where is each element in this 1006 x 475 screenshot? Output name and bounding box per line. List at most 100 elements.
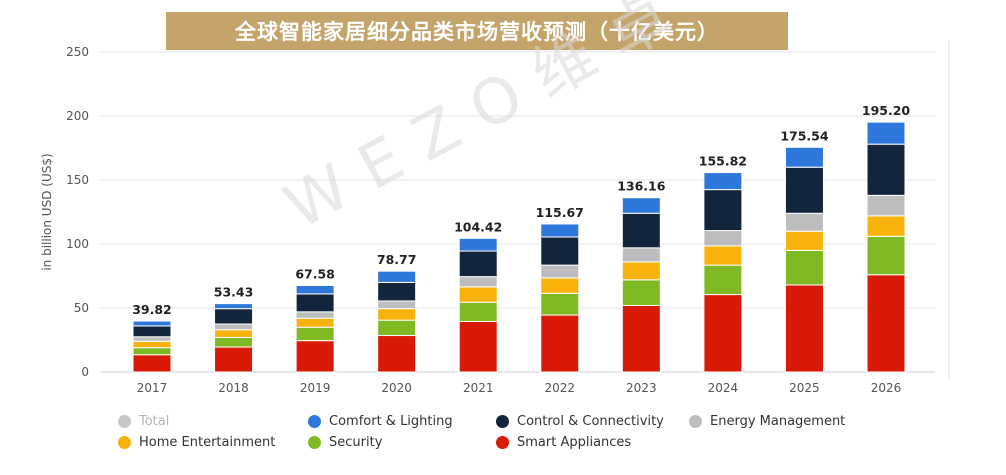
y-tick-label: 50	[74, 301, 89, 315]
bar-segment	[621, 247, 661, 263]
legend-item-comfort-lighting[interactable]: Comfort & Lighting	[308, 414, 453, 429]
x-axis-ticks: 2017 2018 2019 2020 2021 2022 2023 2024 2025 2026	[137, 381, 902, 395]
x-tick-label: 2021	[463, 381, 494, 395]
bar-segment	[377, 270, 417, 283]
right-edge-divider	[948, 40, 950, 380]
total-value-label: 67.58	[295, 266, 335, 281]
bar-segment	[458, 276, 498, 288]
bar-segment	[377, 319, 417, 337]
bar-segment	[214, 329, 254, 338]
bar-segment	[377, 335, 417, 373]
legend-item-energy-management[interactable]: Energy Management	[689, 414, 845, 429]
x-tick-label: 2018	[218, 381, 249, 395]
bar-segment	[540, 264, 580, 279]
bar-segment	[540, 223, 580, 238]
legend-label: Total	[139, 414, 170, 429]
legend-swatch-icon	[118, 415, 131, 428]
y-axis-title: in billion USD (US$)	[40, 153, 54, 270]
bar-segment	[703, 172, 743, 191]
bar-segment	[621, 279, 661, 306]
bar-segment	[377, 300, 417, 310]
x-tick-label: 2026	[871, 381, 902, 395]
bar-segment	[132, 320, 172, 327]
bar-segment	[132, 336, 172, 342]
bar-segment	[214, 323, 254, 331]
bar-segment	[866, 143, 906, 196]
y-tick-label: 150	[66, 173, 89, 187]
y-tick-label: 100	[66, 237, 89, 251]
total-value-label: 78.77	[377, 252, 417, 267]
chart-title: 全球智能家居细分品类市场营收预测（十亿美元）	[235, 20, 719, 44]
bar-segment	[214, 308, 254, 325]
legend-item-security[interactable]: Security	[308, 435, 382, 450]
bar-segment	[540, 277, 580, 294]
bar-segment	[866, 215, 906, 237]
bar-segment	[784, 146, 824, 168]
legend-item-control-connectivity[interactable]: Control & Connectivity	[496, 414, 664, 429]
bar-segment	[703, 294, 743, 373]
legend-label: Home Entertainment	[139, 435, 276, 450]
bar-segment	[784, 166, 824, 214]
total-value-label: 136.16	[617, 179, 666, 194]
total-value-label: 104.42	[454, 219, 502, 234]
bar-segment	[866, 121, 906, 145]
bar-segment	[621, 197, 661, 214]
bars	[132, 121, 906, 373]
total-value-label: 195.20	[862, 103, 911, 118]
x-tick-label: 2017	[137, 381, 168, 395]
legend-label: Energy Management	[710, 414, 846, 429]
legend-label: Control & Connectivity	[517, 414, 664, 429]
bar-segment	[132, 325, 172, 338]
total-value-label: 175.54	[780, 128, 829, 143]
x-tick-label: 2025	[789, 381, 820, 395]
legend-item-home-entertainment[interactable]: Home Entertainment	[118, 435, 275, 450]
total-value-label: 115.67	[536, 205, 584, 220]
bar-segment	[458, 237, 498, 252]
bar-segment	[132, 354, 172, 373]
bar-segment	[784, 212, 824, 232]
bar-segment	[866, 235, 906, 276]
bar-segment	[703, 245, 743, 266]
x-tick-label: 2023	[626, 381, 657, 395]
bar-segment	[621, 261, 661, 281]
bar-segment	[295, 317, 335, 328]
bar-segment	[132, 347, 172, 356]
bar-segment	[540, 292, 580, 316]
bar-segment	[540, 314, 580, 373]
bar-segment	[295, 326, 335, 342]
total-value-label: 155.82	[699, 154, 747, 169]
bar-segment	[703, 230, 743, 247]
y-tick-label: 250	[66, 45, 89, 59]
stacked-bar-chart: 0 50 100 150 200 250 in billion USD (US$) 39.…	[40, 0, 935, 395]
bar-segment	[458, 250, 498, 278]
bar-segment	[214, 346, 254, 373]
legend-swatch-icon	[496, 415, 509, 428]
legend-swatch-icon	[118, 436, 131, 449]
total-labels: 39.82 53.43 67.58 78.77 104.42 115.67 136.16 15…	[132, 103, 910, 317]
total-value-label: 39.82	[132, 302, 172, 317]
bar-segment	[458, 320, 498, 373]
legend-swatch-icon	[496, 436, 509, 449]
bar-segment	[377, 308, 417, 321]
x-tick-label: 2024	[708, 381, 739, 395]
x-tick-label: 2020	[381, 381, 412, 395]
bar-segment	[132, 340, 172, 349]
legend-label: Smart Appliances	[517, 435, 632, 450]
legend-item-smart-appliances[interactable]: Smart Appliances	[496, 435, 631, 450]
x-tick-label: 2019	[300, 381, 331, 395]
legend-item-total[interactable]: Total	[118, 414, 169, 429]
bar-segment	[784, 230, 824, 251]
bar-segment	[621, 304, 661, 373]
legend-label: Security	[329, 435, 383, 450]
x-tick-label: 2022	[545, 381, 576, 395]
y-axis-ticks: 0 50 100 150 200 250	[66, 45, 89, 379]
bar-segment	[540, 236, 580, 266]
chart-title-banner: 全球智能家居细分品类市场营收预测（十亿美元）	[166, 12, 788, 50]
bar-segment	[295, 340, 335, 373]
y-tick-label: 0	[81, 365, 89, 379]
legend-swatch-icon	[308, 415, 321, 428]
bar-segment	[214, 303, 254, 310]
bar-segment	[458, 301, 498, 322]
bar-segment	[295, 293, 335, 313]
legend-label: Comfort & Lighting	[329, 414, 453, 429]
